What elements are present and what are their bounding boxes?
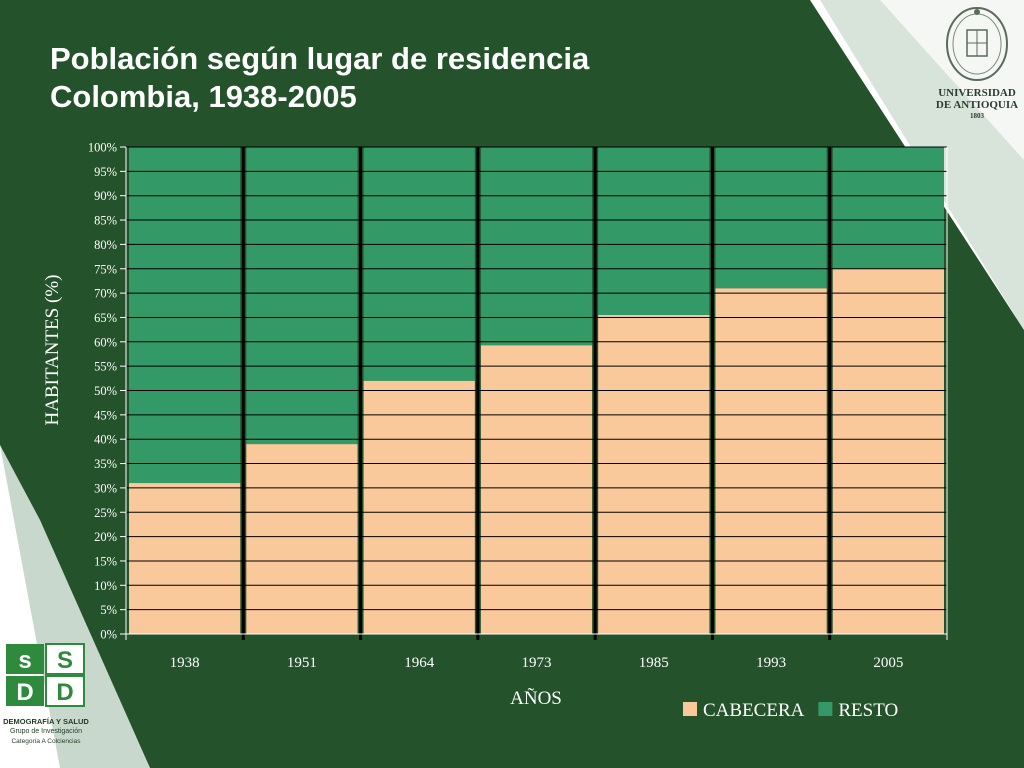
y-tick-label: 75% [94,262,117,276]
bar-resto-1951 [246,147,358,445]
svg-text:S: S [57,647,73,674]
y-tick-label: 65% [94,311,117,325]
legend-label-resto: RESTO [838,700,898,721]
y-tick-label: 80% [94,238,117,252]
x-tick-label: 1938 [170,655,200,671]
demografia-y-salud-logo: s S D D DEMOGRAFÍA Y SALUD Grupo de Inve… [0,638,92,750]
x-tick-label: 1985 [639,655,669,671]
bar-cabecera-1985 [598,315,710,634]
university-year: 1803 [970,112,984,120]
bar-cabecera-1951 [246,444,358,634]
bar-cabecera-2005 [832,268,944,634]
bar-cabecera-1964 [363,380,475,634]
bar-resto-1985 [598,147,710,316]
bar-cabecera-1938 [129,483,241,634]
y-tick-label: 45% [94,408,117,422]
svg-text:s: s [18,647,31,674]
y-tick-label: 5% [100,603,117,617]
title-line-1: Población según lugar de residencia [50,41,590,76]
universidad-de-antioquia-logo: UNIVERSIDAD DE ANTIOQUIA 1803 [932,2,1022,122]
bar-resto-1993 [715,147,827,289]
bar-resto-1964 [363,147,475,381]
svg-text:D: D [56,679,73,706]
y-tick-label: 35% [94,457,117,471]
group-category: Categoría A Colciencias [11,738,81,745]
x-tick-label: 2005 [873,655,903,671]
y-tick-label: 40% [94,433,117,447]
y-tick-label: 55% [94,360,117,374]
svg-text:D: D [16,679,33,706]
x-tick-label: 1993 [756,655,786,671]
y-tick-label: 70% [94,287,117,301]
seal-icon [946,7,1008,81]
x-tick-label: 1951 [287,655,317,671]
y-tick-label: 50% [94,384,117,398]
y-tick-label: 25% [94,506,117,520]
y-tick-label: 100% [88,141,117,155]
y-axis-title: HABITANTES (%) [42,275,63,426]
university-name-line-2: DE ANTIOQUIA [935,99,1019,111]
y-tick-label: 95% [94,165,117,179]
plot-gridlines [126,146,947,635]
y-tick-label: 85% [94,214,117,228]
y-tick-label: 10% [94,579,117,593]
bar-resto-1938 [129,147,241,484]
y-axis: 0% 5% 10% 15% 20% 25% 30% 35% 40% 45% 50% 55% 60% 65%… [88,141,127,642]
plot-bars [129,147,944,634]
legend: CABECERA RESTO [683,700,898,721]
bar-cabecera-1993 [715,288,827,634]
slide-title: Población según lugar de residencia Colo… [50,40,589,116]
x-tick-label: 1964 [404,655,435,671]
y-tick-label: 60% [94,335,117,349]
y-tick-label: 15% [94,554,117,568]
sd-emblem-icon: s S D D [6,643,85,707]
group-name: DEMOGRAFÍA Y SALUD [3,717,89,726]
legend-swatch-resto [818,702,833,716]
x-tick-label: 1973 [522,655,552,671]
y-tick-label: 0% [100,628,117,642]
x-axis: 1938 1951 1964 1973 1985 1993 2005 [125,147,948,671]
title-line-2: Colombia, 1938-2005 [50,79,357,114]
legend-label-cabecera: CABECERA [703,700,805,721]
bar-resto-1973 [480,147,593,346]
y-tick-label: 20% [94,530,117,544]
university-name-line-1: UNIVERSIDAD [938,87,1016,99]
bar-cabecera-1973 [480,345,593,634]
bar-resto-2005 [832,147,944,269]
x-axis-title: AÑOS [510,687,562,709]
y-tick-label: 90% [94,189,117,203]
group-subtitle: Grupo de Investigación [10,728,82,735]
legend-swatch-cabecera [683,702,697,716]
y-tick-label: 30% [94,481,117,495]
